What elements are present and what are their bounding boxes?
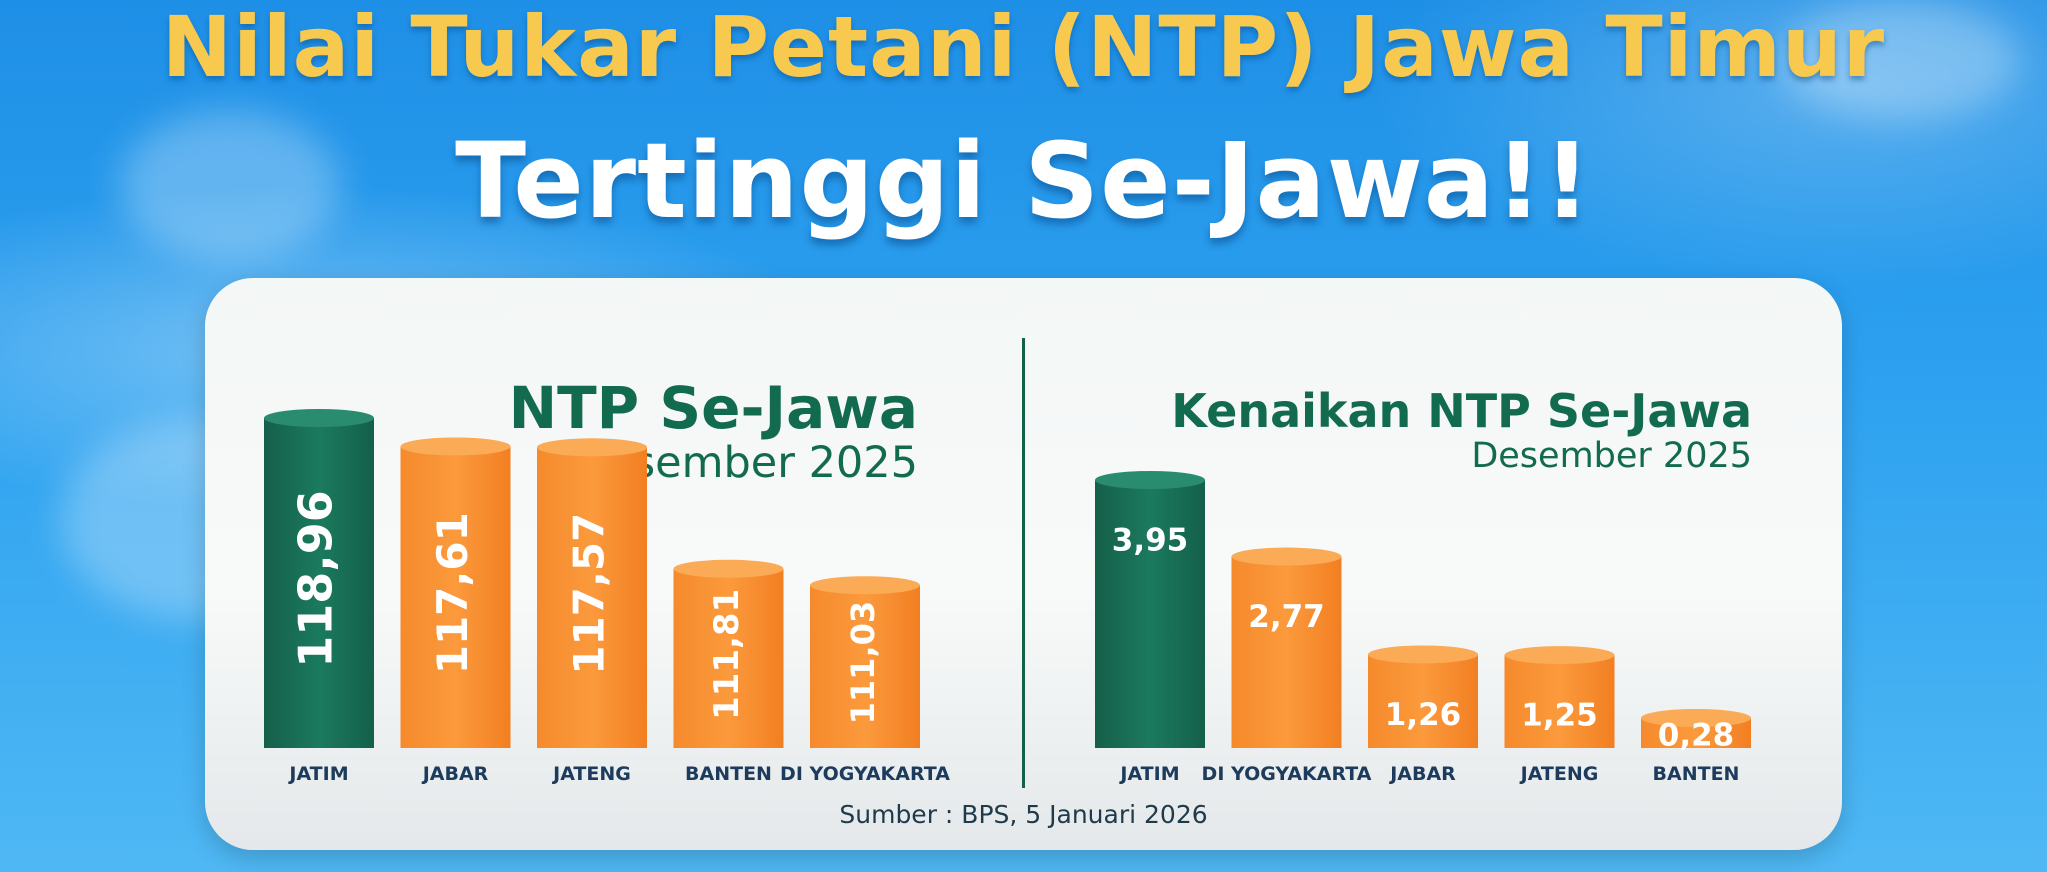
category-label-1-2: JABAR [1388, 763, 1456, 785]
source-note: Sumber : BPS, 5 Januari 2026 [839, 800, 1208, 829]
bar-cap-0-2 [537, 438, 647, 457]
bar-cap-0-3 [673, 559, 784, 578]
category-label-1-4: BANTEN [1653, 763, 1740, 785]
bar-cap-1-0 [1095, 471, 1205, 489]
data-label-0-3: 111,81 [707, 589, 747, 720]
headline-title: Nilai Tukar Petani (NTP) Jawa Timur [161, 0, 1886, 96]
data-label-1-1: 2,77 [1248, 599, 1325, 635]
bar-0-2 [537, 447, 647, 748]
data-label-1-2: 1,26 [1385, 697, 1462, 733]
category-label-0-3: BANTEN [685, 763, 772, 785]
bar-cap-0-1 [400, 437, 511, 456]
bar-1-3 [1504, 655, 1615, 748]
data-label-1-4: 0,28 [1658, 718, 1735, 754]
bar-cap-0-4 [810, 576, 920, 595]
cloud-decoration [1780, 0, 2020, 120]
category-label-1-1: DI YOGYAKARTA [1202, 763, 1372, 785]
data-label-1-3: 1,25 [1521, 698, 1598, 734]
data-label-0-4: 111,03 [844, 601, 882, 724]
data-label-0-0: 118,96 [289, 490, 343, 668]
bar-cap-1-4 [1641, 709, 1751, 727]
bar-0-3 [673, 568, 784, 748]
chart-title-ntp: NTP Se-Jawa [508, 374, 918, 442]
category-label-0-2: JATENG [551, 763, 631, 785]
data-label-0-2: 117,57 [565, 513, 614, 675]
data-label-0-1: 117,61 [428, 512, 477, 674]
headline-subtitle: Tertinggi Se-Jawa!! [455, 120, 1592, 242]
bar-1-0 [1095, 480, 1205, 748]
cloud-decoration [120, 110, 340, 260]
category-label-0-0: JATIM [287, 763, 348, 785]
chart-divider [1022, 338, 1025, 788]
bar-0-4 [810, 585, 920, 748]
category-label-1-0: JATIM [1118, 763, 1179, 785]
category-label-0-4: DI YOGYAKARTA [780, 763, 950, 785]
bar-1-1 [1231, 556, 1342, 748]
bar-cap-1-1 [1231, 547, 1342, 566]
chart-title-kenaikan: Kenaikan NTP Se-Jawa [1171, 384, 1752, 438]
bar-0-0 [264, 418, 374, 748]
bar-0-1 [400, 446, 511, 748]
category-label-1-3: JATENG [1519, 763, 1599, 785]
bar-cap-0-0 [264, 409, 374, 427]
bar-cap-1-3 [1504, 646, 1615, 665]
bar-cap-1-2 [1368, 645, 1478, 664]
bar-1-2 [1368, 654, 1478, 748]
chart-subtitle-kenaikan: Desember 2025 [1471, 436, 1752, 476]
category-label-0-1: JABAR [421, 763, 489, 785]
data-label-1-0: 3,95 [1112, 523, 1189, 559]
